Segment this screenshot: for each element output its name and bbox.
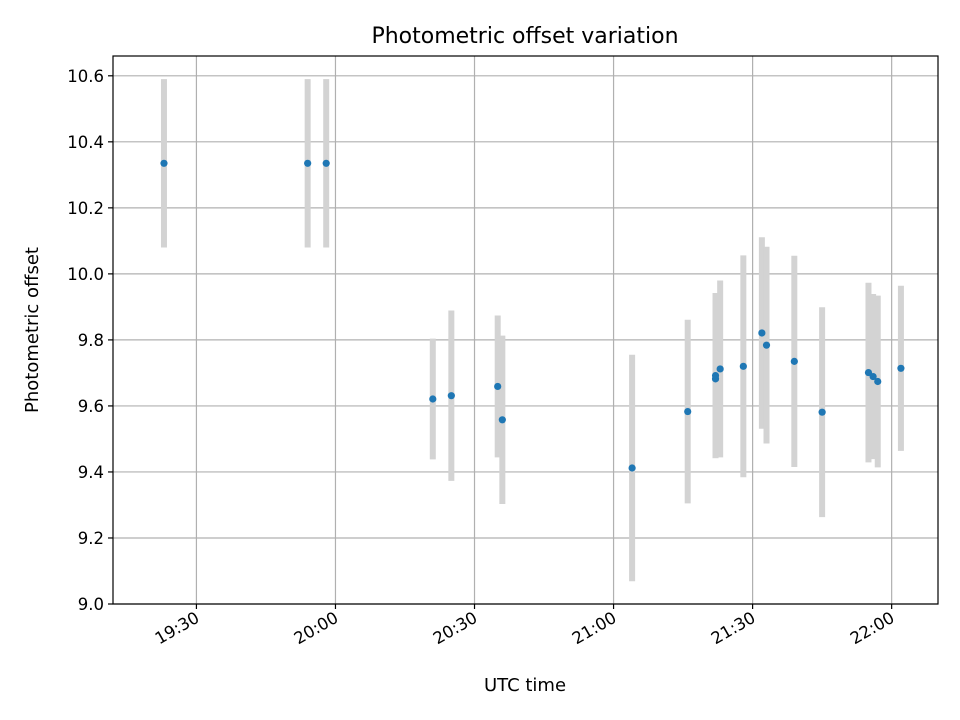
data-point — [429, 395, 437, 403]
plot-frame — [112, 55, 939, 605]
data-point — [818, 408, 826, 416]
y-tick-label: 9.8 — [78, 331, 104, 350]
data-point — [739, 362, 747, 370]
y-tick-label: 10.2 — [67, 199, 104, 218]
y-tick-label: 9.6 — [78, 397, 104, 416]
y-tick-label: 9.0 — [78, 595, 104, 614]
data-point — [498, 416, 506, 424]
y-tick-label: 10.4 — [67, 133, 104, 152]
data-point — [160, 159, 168, 167]
data-point — [897, 364, 905, 372]
y-tick-label: 10.0 — [67, 265, 104, 284]
y-axis-ticks: 9.0 9.2 9.4 9.6 9.8 10.0 10.2 10.4 10.6 — [67, 67, 113, 614]
data-points — [160, 159, 905, 472]
data-point — [716, 365, 724, 373]
data-point — [874, 377, 882, 386]
grid — [113, 56, 938, 605]
data-point — [758, 329, 766, 337]
data-point — [869, 372, 877, 381]
data-point — [762, 341, 771, 349]
data-point — [790, 357, 798, 365]
data-point — [447, 392, 455, 400]
data-point — [304, 159, 312, 167]
data-point — [322, 159, 330, 167]
y-tick-label: 10.6 — [67, 67, 104, 86]
chart-title: Photometric offset variation — [371, 24, 678, 49]
y-axis-label: Photometric offset — [22, 247, 43, 413]
data-point — [628, 464, 636, 472]
data-point — [494, 382, 502, 391]
data-point — [711, 371, 720, 380]
data-point — [684, 407, 692, 416]
y-tick-label: 9.2 — [78, 529, 104, 548]
y-tick-label: 9.4 — [78, 463, 104, 482]
x-axis-label: UTC time — [484, 675, 566, 696]
